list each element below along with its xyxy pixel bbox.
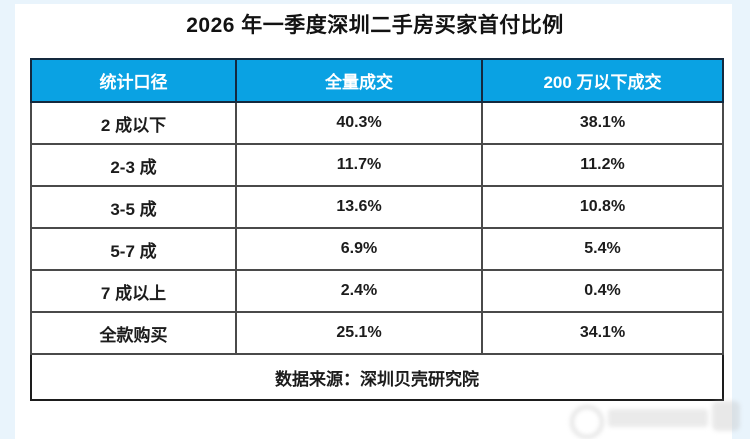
cell-value: 0.4% xyxy=(481,269,724,313)
table-row: 7 成以上 2.4% 0.4% xyxy=(30,269,724,313)
cell-value: 2.4% xyxy=(235,269,483,313)
column-header-caliber: 统计口径 xyxy=(30,58,237,103)
cell-value: 25.1% xyxy=(235,311,483,355)
table-row: 2-3 成 11.7% 11.2% xyxy=(30,143,724,187)
cell-value: 13.6% xyxy=(235,185,483,229)
table-row: 3-5 成 13.6% 10.8% xyxy=(30,185,724,229)
cell-value: 11.2% xyxy=(481,143,724,187)
down-payment-table: 统计口径 全量成交 200 万以下成交 2 成以下 40.3% 38.1% 2-… xyxy=(30,58,724,401)
page-title: 2026 年一季度深圳二手房买家首付比例 xyxy=(186,14,564,37)
table-row: 2 成以下 40.3% 38.1% xyxy=(30,101,724,145)
column-header-under-2m: 200 万以下成交 xyxy=(481,58,724,103)
row-label: 2-3 成 xyxy=(30,143,237,187)
row-label: 2 成以下 xyxy=(30,101,237,145)
source-row: 数据来源：深圳贝壳研究院 xyxy=(30,353,724,401)
cell-value: 34.1% xyxy=(481,311,724,355)
header-row: 统计口径 全量成交 200 万以下成交 xyxy=(30,58,724,103)
cell-value: 5.4% xyxy=(481,227,724,271)
cell-value: 10.8% xyxy=(481,185,724,229)
column-header-all-transactions: 全量成交 xyxy=(235,58,483,103)
row-label: 7 成以上 xyxy=(30,269,237,313)
source-note: 数据来源：深圳贝壳研究院 xyxy=(30,353,724,401)
table-row: 5-7 成 6.9% 5.4% xyxy=(30,227,724,271)
cell-value: 11.7% xyxy=(235,143,483,187)
cell-value: 40.3% xyxy=(235,101,483,145)
table-row: 全款购买 25.1% 34.1% xyxy=(30,311,724,355)
row-label: 全款购买 xyxy=(30,311,237,355)
row-label: 3-5 成 xyxy=(30,185,237,229)
cell-value: 6.9% xyxy=(235,227,483,271)
cell-value: 38.1% xyxy=(481,101,724,145)
row-label: 5-7 成 xyxy=(30,227,237,271)
